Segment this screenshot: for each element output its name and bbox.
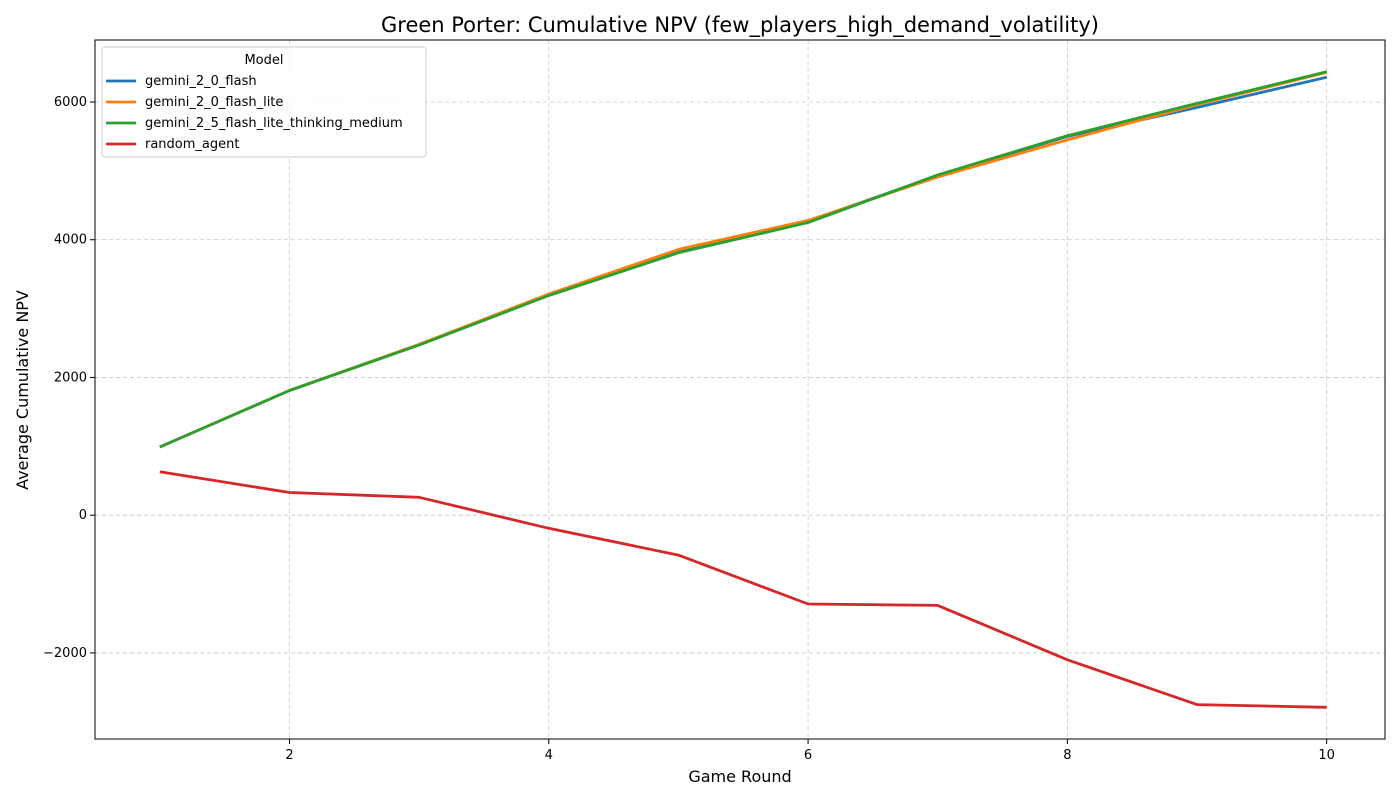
y-axis-label: Average Cumulative NPV (13, 290, 32, 490)
y-tick-label: 0 (79, 508, 87, 523)
legend-box (101, 46, 427, 158)
y-tick-label: 2000 (54, 370, 87, 385)
x-tick-label: 6 (804, 748, 812, 763)
series-line-gemini_2_5_flash_lite_thinking_medium (159, 70, 1328, 449)
y-tick-label: 6000 (54, 95, 87, 110)
legend-title: Model (244, 53, 283, 68)
legend-label-gemini_2_0_flash: gemini_2_0_flash (145, 74, 257, 89)
legend-label-gemini_2_0_flash_lite: gemini_2_0_flash_lite (145, 95, 283, 110)
x-tick-label: 4 (545, 748, 553, 763)
grid-layer (95, 40, 1385, 739)
y-tick-label: −2000 (43, 646, 87, 661)
chart-title: Green Porter: Cumulative NPV (few_player… (381, 13, 1099, 38)
x-tick-label: 8 (1063, 748, 1071, 763)
y-tick-label: 4000 (54, 233, 87, 248)
legend: Model gemini_2_0_flash gemini_2_0_flash_l… (101, 46, 427, 158)
legend-label-random_agent: random_agent (145, 137, 239, 152)
legend-items: gemini_2_0_flash gemini_2_0_flash_litegem… (106, 74, 403, 152)
plot-frame (94, 39, 1386, 740)
x-axis-label: Game Round (688, 767, 791, 786)
tick-layer: 2 4 6 8 10 −2000 0 2000 4000 6000 (43, 95, 1335, 763)
series-line-random_agent (159, 470, 1327, 709)
legend-label-gemini_2_5_flash_lite_thinking_medium: gemini_2_5_flash_lite_thinking_medium (145, 116, 403, 131)
series-layer (159, 70, 1328, 709)
x-tick-label: 10 (1318, 748, 1335, 763)
x-tick-label: 2 (285, 748, 293, 763)
